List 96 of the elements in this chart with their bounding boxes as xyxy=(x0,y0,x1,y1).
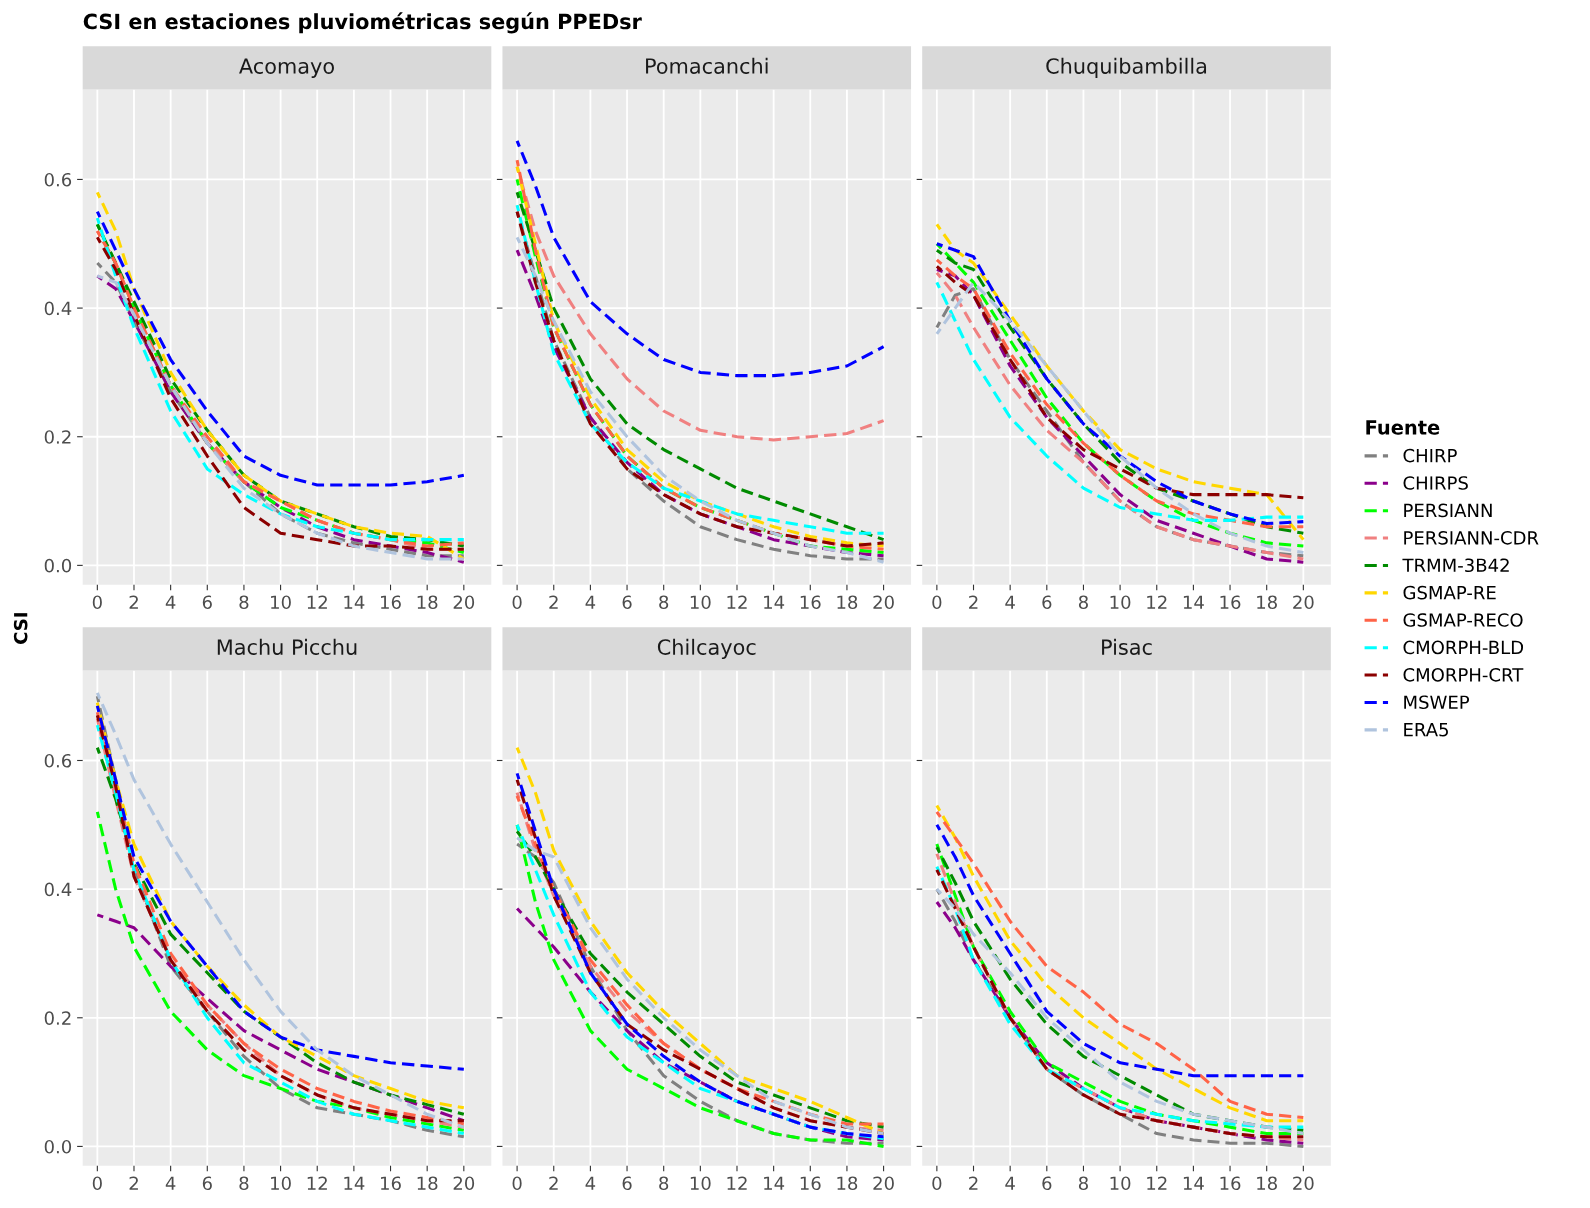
x-tick-label: 16 xyxy=(1220,595,1241,610)
x-tick-label: 10 xyxy=(271,1176,291,1191)
chart-subtitle: Machu Picchu xyxy=(217,638,357,655)
x-tick-label: 12 xyxy=(727,1176,747,1190)
x-tick-label: 2 xyxy=(549,595,558,609)
legend-label: MSWEP xyxy=(1404,695,1470,710)
x-tick-label: 4 xyxy=(585,595,596,609)
x-tick-label: 4 xyxy=(165,1176,176,1190)
x-tick-label: 0 xyxy=(932,1176,942,1191)
x-tick-label: 6 xyxy=(202,1176,212,1191)
x-tick-label: 20 xyxy=(1293,595,1314,610)
y-axis-title: CSI xyxy=(13,613,28,644)
legend-label: CHIRPS xyxy=(1403,476,1468,490)
x-tick-label: 12 xyxy=(307,1176,327,1190)
x-tick-label: 0 xyxy=(92,1176,102,1191)
chart-subtitle: Chuquibambilla xyxy=(1046,57,1207,78)
x-tick-label: 4 xyxy=(1005,1176,1015,1190)
legend-label: PERSIANN xyxy=(1404,503,1492,518)
chart-subtitle: Chilcayoc xyxy=(657,638,756,659)
x-tick-label: 6 xyxy=(1042,1176,1052,1191)
x-tick-label: 18 xyxy=(1257,595,1277,610)
x-tick-label: 20 xyxy=(453,595,475,610)
x-tick-label: 12 xyxy=(307,595,327,609)
y-tick-label: 0.6 xyxy=(44,753,72,768)
legend-label: GSMAP-RECO xyxy=(1403,613,1523,627)
x-tick-label: 14 xyxy=(764,1176,785,1190)
x-tick-label: 6 xyxy=(622,595,632,610)
x-tick-label: 18 xyxy=(837,595,858,610)
x-tick-label: 12 xyxy=(727,595,747,609)
x-tick-label: 6 xyxy=(202,595,212,610)
legend-label: CMORPH-CRT xyxy=(1403,668,1524,682)
x-tick-label: 0 xyxy=(512,1176,522,1191)
x-tick-label: 10 xyxy=(690,595,711,610)
x-tick-label: 8 xyxy=(1078,595,1088,610)
x-tick-label: 8 xyxy=(659,1176,669,1191)
x-tick-label: 6 xyxy=(1042,595,1052,610)
legend-label: GSMAP-RE xyxy=(1403,585,1496,600)
x-tick-label: 20 xyxy=(453,1176,475,1191)
chart-subtitle: Acomayo xyxy=(239,58,334,78)
x-tick-label: 8 xyxy=(659,595,669,610)
chart-title: CSI en estaciones pluviométricas según PPEDsr xyxy=(83,12,642,34)
x-tick-label: 14 xyxy=(1183,1176,1204,1190)
y-tick-label: 0.2 xyxy=(44,430,71,444)
x-tick-label: 2 xyxy=(969,595,978,609)
x-tick-label: 18 xyxy=(417,595,438,610)
x-tick-label: 8 xyxy=(239,595,249,610)
x-tick-label: 4 xyxy=(585,1176,596,1190)
line-series xyxy=(95,210,466,487)
legend-label: CMORPH-BLD xyxy=(1403,640,1524,655)
x-tick-label: 10 xyxy=(271,595,291,610)
x-tick-label: 6 xyxy=(622,1176,632,1191)
x-tick-label: 18 xyxy=(417,1176,438,1191)
x-tick-label: 10 xyxy=(1110,1176,1131,1191)
x-tick-label: 10 xyxy=(1110,595,1131,610)
x-tick-label: 4 xyxy=(165,595,176,609)
x-tick-label: 8 xyxy=(239,1176,249,1191)
x-tick-label: 18 xyxy=(837,1176,858,1191)
x-tick-label: 16 xyxy=(381,1176,401,1191)
x-tick-label: 0 xyxy=(512,595,522,610)
legend-label: TRMM-3B42 xyxy=(1402,558,1509,573)
x-tick-label: 20 xyxy=(873,595,894,610)
x-tick-label: 20 xyxy=(873,1176,894,1191)
x-tick-label: 2 xyxy=(129,595,138,609)
x-tick-label: 8 xyxy=(1078,1176,1088,1191)
x-tick-label: 12 xyxy=(1147,1176,1167,1190)
chart-subtitle: Pomacanchi xyxy=(646,57,768,74)
line-series xyxy=(95,810,466,1132)
x-tick-label: 0 xyxy=(92,595,102,610)
x-tick-label: 14 xyxy=(1183,595,1204,609)
chart-subtitle: Pisac xyxy=(1102,638,1152,655)
x-tick-label: 20 xyxy=(1293,1176,1314,1191)
x-tick-label: 2 xyxy=(969,1176,978,1190)
legend-label: PERSIANN-CDR xyxy=(1404,530,1539,545)
y-tick-label: 0.0 xyxy=(44,558,72,573)
x-tick-label: 2 xyxy=(129,1176,138,1190)
x-tick-label: 14 xyxy=(344,595,365,609)
legend-label: ERA5 xyxy=(1404,723,1448,737)
y-tick-label: 0.0 xyxy=(44,1139,72,1154)
x-tick-label: 14 xyxy=(344,1176,365,1190)
x-tick-label: 16 xyxy=(1220,1176,1241,1191)
x-tick-label: 16 xyxy=(800,1176,821,1191)
y-tick-label: 0.4 xyxy=(44,882,72,897)
x-tick-label: 12 xyxy=(1147,595,1167,609)
x-tick-label: 4 xyxy=(1005,595,1015,609)
legend-title: Fuente xyxy=(1366,420,1440,435)
x-tick-label: 16 xyxy=(381,595,401,610)
y-tick-label: 0.2 xyxy=(44,1011,71,1025)
x-tick-label: 10 xyxy=(690,1176,711,1191)
x-tick-label: 2 xyxy=(549,1176,558,1190)
x-tick-label: 14 xyxy=(764,595,785,609)
x-tick-label: 18 xyxy=(1257,1176,1277,1191)
y-tick-label: 0.6 xyxy=(44,172,72,187)
legend-label: CHIRP xyxy=(1403,448,1457,463)
x-tick-label: 16 xyxy=(800,595,821,610)
x-tick-label: 0 xyxy=(932,595,942,610)
y-tick-label: 0.4 xyxy=(44,301,72,316)
